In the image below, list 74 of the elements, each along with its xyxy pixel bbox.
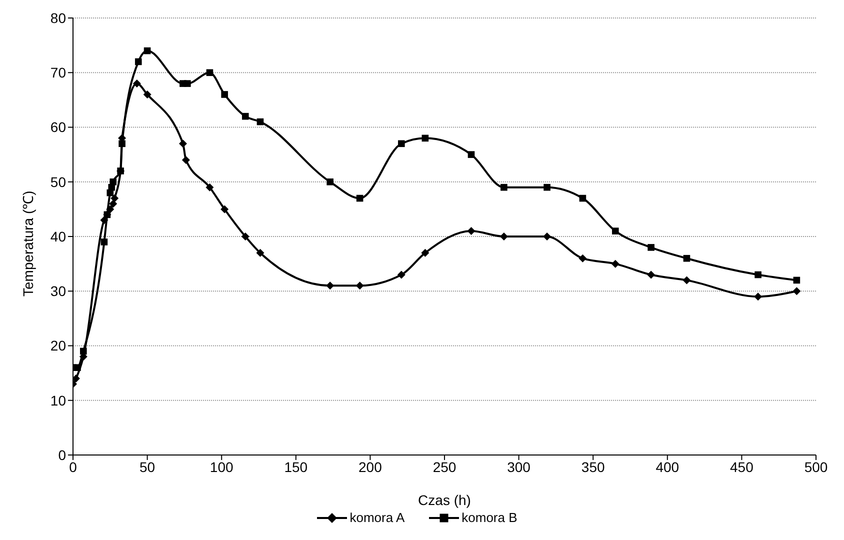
- x-tick-label: 100: [210, 458, 234, 475]
- point: [132, 80, 141, 88]
- point: [500, 184, 508, 191]
- x-tick-label: 350: [581, 458, 605, 475]
- point: [242, 112, 249, 120]
- point: [73, 374, 80, 383]
- y-tick-label: 60: [50, 119, 66, 136]
- point: [793, 276, 800, 284]
- point: [500, 232, 508, 240]
- point: [543, 232, 552, 240]
- point: [792, 287, 801, 296]
- point: [544, 184, 550, 191]
- point: [356, 194, 364, 202]
- point: [421, 248, 430, 257]
- point: [326, 282, 334, 290]
- point: [256, 118, 264, 126]
- point: [326, 178, 334, 186]
- point: [647, 270, 656, 279]
- x-tick-label: 200: [358, 458, 382, 475]
- x-tick-label: 300: [507, 458, 531, 475]
- point: [579, 194, 586, 202]
- point: [398, 140, 405, 148]
- point: [109, 200, 118, 208]
- point: [178, 140, 187, 148]
- point: [134, 58, 142, 66]
- y-tick-label: 80: [50, 10, 66, 26]
- point: [467, 227, 476, 236]
- point: [422, 134, 429, 142]
- x-tick-label: 500: [804, 458, 828, 475]
- legend-label: komora A: [348, 510, 405, 525]
- x-tick-label: 450: [730, 458, 754, 475]
- point: [143, 90, 152, 98]
- point: [206, 69, 214, 76]
- point: [206, 183, 214, 192]
- point: [110, 194, 119, 202]
- point: [683, 254, 690, 262]
- point: [100, 216, 108, 224]
- point: [578, 254, 587, 262]
- y-tick-label: 0: [58, 446, 66, 463]
- point: [80, 348, 87, 355]
- y-axis-title: Temperatura (℃): [20, 190, 36, 296]
- y-tick-label: 30: [50, 283, 66, 300]
- y-tick-label: 50: [50, 174, 66, 190]
- point: [612, 228, 619, 234]
- point: [356, 282, 364, 290]
- x-tick-label: 150: [284, 458, 308, 475]
- y-tick-label: 10: [50, 392, 66, 408]
- point: [100, 238, 108, 246]
- point: [110, 178, 117, 186]
- y-tick-label: 20: [50, 338, 66, 354]
- point: [611, 260, 620, 268]
- point: [256, 248, 264, 257]
- point: [754, 292, 762, 301]
- point: [648, 244, 654, 251]
- point: [182, 156, 190, 164]
- y-tick-label: 70: [50, 64, 66, 81]
- point: [221, 91, 228, 98]
- x-tick-label: 0: [69, 458, 78, 475]
- x-tick-label: 250: [432, 458, 456, 475]
- legend-label: komora B: [460, 510, 518, 525]
- point: [184, 80, 191, 87]
- x-axis-title: Czas (h): [418, 492, 471, 508]
- point: [754, 271, 762, 278]
- point: [397, 270, 406, 279]
- point: [241, 232, 250, 240]
- x-tick-label: 50: [140, 458, 156, 475]
- point: [220, 205, 229, 214]
- y-tick-label: 40: [50, 228, 66, 244]
- point: [106, 205, 114, 214]
- point: [468, 151, 475, 158]
- point: [682, 276, 691, 284]
- point: [144, 47, 151, 54]
- x-tick-label: 400: [656, 458, 680, 475]
- point: [74, 364, 81, 371]
